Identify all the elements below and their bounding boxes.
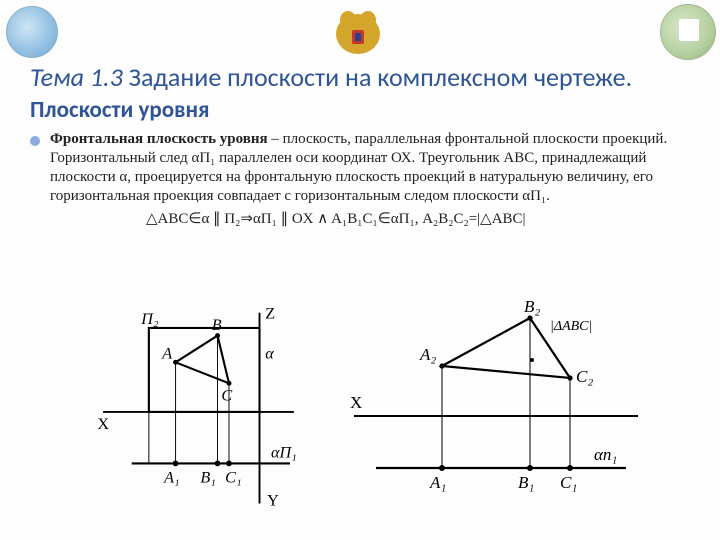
- label-X-right: X: [350, 393, 362, 412]
- label-C: C: [221, 386, 232, 404]
- label-A1: A₁: [163, 468, 180, 486]
- label-aP1: αП₁: [271, 444, 297, 462]
- logo-center-eagle: [326, 0, 390, 60]
- label-C1: C₁: [225, 468, 241, 486]
- label-Z: Z: [265, 304, 275, 322]
- body-text: Фронтальная плоскость уровня – плоскость…: [50, 130, 692, 207]
- content-area: Тема 1.3 Задание плоскости на комплексно…: [30, 62, 692, 230]
- label-C2: C₂: [576, 367, 593, 386]
- label-B1: B₁: [200, 468, 216, 486]
- label-alpha: α: [265, 344, 274, 362]
- label-B: B: [212, 316, 222, 334]
- body-lead: Фронтальная плоскость уровня: [50, 131, 268, 147]
- slide-title: Тема 1.3 Задание плоскости на комплексно…: [30, 62, 692, 124]
- label-A1r: A₁: [429, 473, 446, 492]
- title-main: Задание плоскости на комплексном чертеже…: [123, 61, 632, 93]
- title-topic: Тема 1.3: [30, 61, 123, 93]
- diagrams-container: П₂ Z X Y α A B C A₁ B₁ C₁ αП₁: [84, 298, 644, 522]
- label-X-left: X: [97, 415, 109, 433]
- label-B1r: B₁: [518, 473, 534, 492]
- logo-right: [660, 4, 716, 60]
- label-A: A: [161, 344, 172, 362]
- diagram-left: П₂ Z X Y α A B C A₁ B₁ C₁ αП₁: [84, 298, 332, 522]
- bullet-icon: [30, 136, 40, 146]
- formula-line: △ABC∈α ∥ П₂⇒αП₁ ∥ OX ∧ A₁B₁C₁∈αП₁, A₂B₂C…: [146, 209, 692, 230]
- logo-left: [6, 6, 58, 58]
- diagram-right: X A₂ B₂ C₂ |ΔABC| αп₁ A₁ B₁ C₁: [346, 298, 646, 522]
- label-C1r: C₁: [560, 473, 577, 492]
- title-sub: Плоскости уровня: [30, 96, 210, 124]
- label-Y: Y: [267, 491, 279, 509]
- label-B2: B₂: [524, 298, 540, 316]
- bullet-item: Фронтальная плоскость уровня – плоскость…: [30, 130, 692, 207]
- label-P2: П₂: [140, 310, 159, 328]
- label-measure: |ΔABC|: [550, 319, 592, 334]
- label-A2: A₂: [419, 345, 436, 364]
- label-an1: αп₁: [594, 445, 617, 464]
